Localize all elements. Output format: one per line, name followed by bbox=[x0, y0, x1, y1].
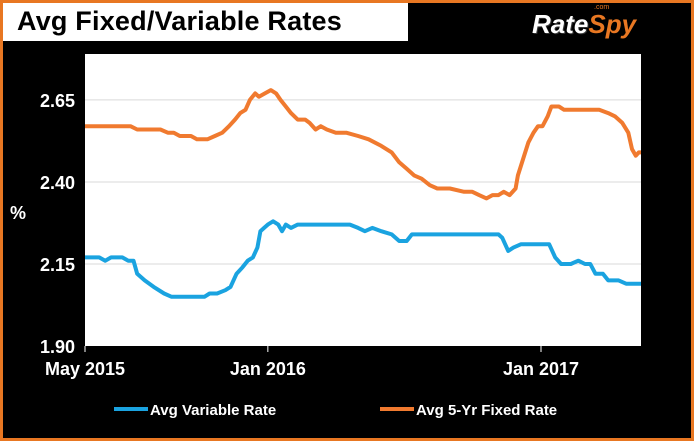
y-tick-label: 2.15 bbox=[40, 255, 75, 275]
legend: Avg Variable Rate Avg 5-Yr Fixed Rate bbox=[114, 402, 557, 419]
series-lines bbox=[85, 88, 641, 299]
x-tick-label: Jan 2016 bbox=[230, 359, 306, 379]
x-tick-label: May 2015 bbox=[45, 359, 125, 379]
y-axis-ticks: 2.65 2.40 2.15 1.90 bbox=[40, 91, 75, 357]
y-axis-label: % bbox=[10, 203, 26, 223]
chart-title: Avg Fixed/Variable Rates bbox=[17, 6, 342, 36]
logo-wordmark: RateSpy bbox=[532, 6, 636, 42]
x-tick-label: Jan 2017 bbox=[503, 359, 579, 379]
legend-label: Avg 5-Yr Fixed Rate bbox=[416, 402, 557, 419]
x-axis-ticks: May 2015 Jan 2016 Jan 2017 bbox=[45, 346, 579, 379]
gridlines bbox=[85, 99, 641, 265]
title-banner: Avg Fixed/Variable Rates bbox=[3, 3, 408, 41]
logo-text-rate: Rate bbox=[532, 9, 589, 39]
legend-label: Avg Variable Rate bbox=[150, 402, 276, 419]
plot-background bbox=[85, 54, 641, 346]
y-tick-label: 2.65 bbox=[40, 91, 75, 111]
fixed-rate-line bbox=[85, 88, 641, 201]
ratespy-logo: RateSpy .com bbox=[532, 4, 652, 42]
logo-text-spy: Spy bbox=[588, 9, 637, 39]
logo-subtext: .com bbox=[594, 4, 610, 11]
y-tick-label: 2.40 bbox=[40, 173, 75, 193]
variable-rate-line bbox=[85, 219, 641, 299]
y-tick-label: 1.90 bbox=[40, 337, 75, 357]
